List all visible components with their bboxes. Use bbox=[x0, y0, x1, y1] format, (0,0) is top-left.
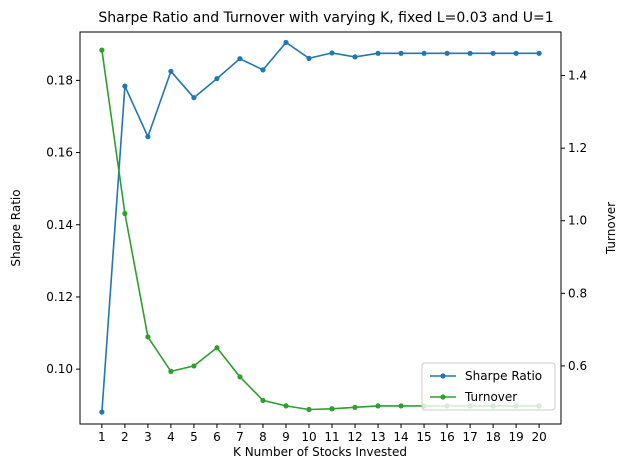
left-y-tick-label: 0.18 bbox=[46, 73, 73, 87]
data-point bbox=[122, 210, 128, 217]
plot-frame bbox=[79, 31, 562, 425]
x-tick-label: 17 bbox=[462, 430, 477, 444]
x-tick-label: 1 bbox=[98, 430, 106, 444]
series-sharpe-ratio bbox=[99, 39, 542, 415]
x-tick-label: 9 bbox=[282, 430, 290, 444]
data-point bbox=[490, 50, 496, 56]
data-point bbox=[352, 404, 358, 410]
x-tick-label: 3 bbox=[144, 430, 152, 444]
x-axis-title: K Number of Stocks Invested bbox=[233, 445, 407, 459]
data-point bbox=[306, 55, 312, 61]
x-tick-label: 20 bbox=[531, 430, 546, 444]
x-tick-label: 18 bbox=[485, 430, 500, 444]
data-point bbox=[237, 374, 243, 380]
x-tick-label: 11 bbox=[324, 430, 339, 444]
data-point bbox=[99, 47, 105, 53]
x-tick-label: 12 bbox=[347, 430, 362, 444]
data-point bbox=[375, 50, 381, 56]
data-point bbox=[168, 368, 174, 374]
series-line bbox=[101, 41, 540, 413]
data-point bbox=[99, 409, 105, 415]
x-axis: 1 2 3 4 5 6 7 8 9 10 11 12 13 14 15 16 17 18 19 20 bbox=[98, 424, 547, 444]
x-tick-label: 13 bbox=[370, 430, 385, 444]
right-y-tick-label: 0.8 bbox=[568, 286, 587, 300]
data-point bbox=[145, 134, 151, 140]
data-point bbox=[467, 50, 473, 56]
data-point bbox=[375, 403, 381, 409]
right-y-tick-label: 0.6 bbox=[568, 359, 587, 373]
x-tick-label: 5 bbox=[190, 430, 198, 444]
data-point bbox=[352, 54, 358, 60]
data-point bbox=[191, 363, 197, 369]
left-y-axis-title: Sharpe Ratio bbox=[9, 189, 23, 266]
x-tick-label: 10 bbox=[301, 430, 316, 444]
data-point bbox=[168, 68, 174, 74]
data-point bbox=[283, 39, 289, 46]
data-point bbox=[513, 50, 519, 56]
x-tick-label: 19 bbox=[508, 430, 523, 444]
legend-item: Sharpe Ratio bbox=[430, 369, 542, 383]
legend-item: Turnover bbox=[430, 390, 517, 404]
right-y-tick-label: 1.4 bbox=[568, 69, 587, 83]
x-tick-label: 15 bbox=[416, 430, 431, 444]
data-point bbox=[329, 50, 335, 56]
x-tick-label: 4 bbox=[167, 430, 175, 444]
left-y-tick-label: 0.14 bbox=[46, 218, 73, 232]
data-point bbox=[306, 406, 312, 413]
data-point bbox=[237, 56, 243, 62]
data-point bbox=[398, 403, 404, 409]
data-point bbox=[214, 345, 220, 351]
data-point bbox=[398, 50, 404, 56]
data-point bbox=[444, 50, 450, 56]
data-point bbox=[191, 95, 197, 101]
x-tick-label: 16 bbox=[439, 430, 454, 444]
left-y-tick-label: 0.10 bbox=[46, 362, 73, 376]
data-point bbox=[283, 403, 289, 409]
legend: Sharpe Ratio Turnover bbox=[421, 362, 556, 411]
right-y-tick-label: 1.2 bbox=[568, 141, 587, 155]
x-tick-label: 2 bbox=[121, 430, 129, 444]
data-point bbox=[145, 334, 151, 340]
data-point bbox=[260, 397, 266, 404]
legend-marker bbox=[440, 394, 446, 400]
left-y-axis: 0.10 0.12 0.14 0.16 0.18 bbox=[46, 73, 80, 376]
chart-title: Sharpe Ratio and Turnover with varying K… bbox=[98, 10, 553, 26]
left-y-tick-label: 0.16 bbox=[46, 146, 73, 160]
x-tick-label: 6 bbox=[213, 430, 221, 444]
right-y-tick-label: 1.0 bbox=[568, 214, 587, 228]
data-point bbox=[329, 406, 335, 412]
data-point bbox=[260, 67, 266, 73]
data-point bbox=[536, 50, 542, 56]
x-tick-label: 14 bbox=[393, 430, 408, 444]
x-tick-label: 7 bbox=[236, 430, 244, 444]
data-point bbox=[122, 83, 128, 89]
legend-marker bbox=[440, 373, 446, 379]
right-y-axis-title: Turnover bbox=[604, 202, 618, 255]
legend-box bbox=[421, 362, 556, 411]
legend-label: Turnover bbox=[464, 390, 517, 404]
legend-label: Sharpe Ratio bbox=[465, 369, 542, 383]
x-tick-label: 8 bbox=[259, 430, 267, 444]
right-y-axis: 0.6 0.8 1.0 1.2 1.4 bbox=[561, 69, 587, 373]
data-point bbox=[421, 50, 427, 56]
data-point bbox=[214, 75, 220, 82]
left-y-tick-label: 0.12 bbox=[46, 290, 73, 304]
